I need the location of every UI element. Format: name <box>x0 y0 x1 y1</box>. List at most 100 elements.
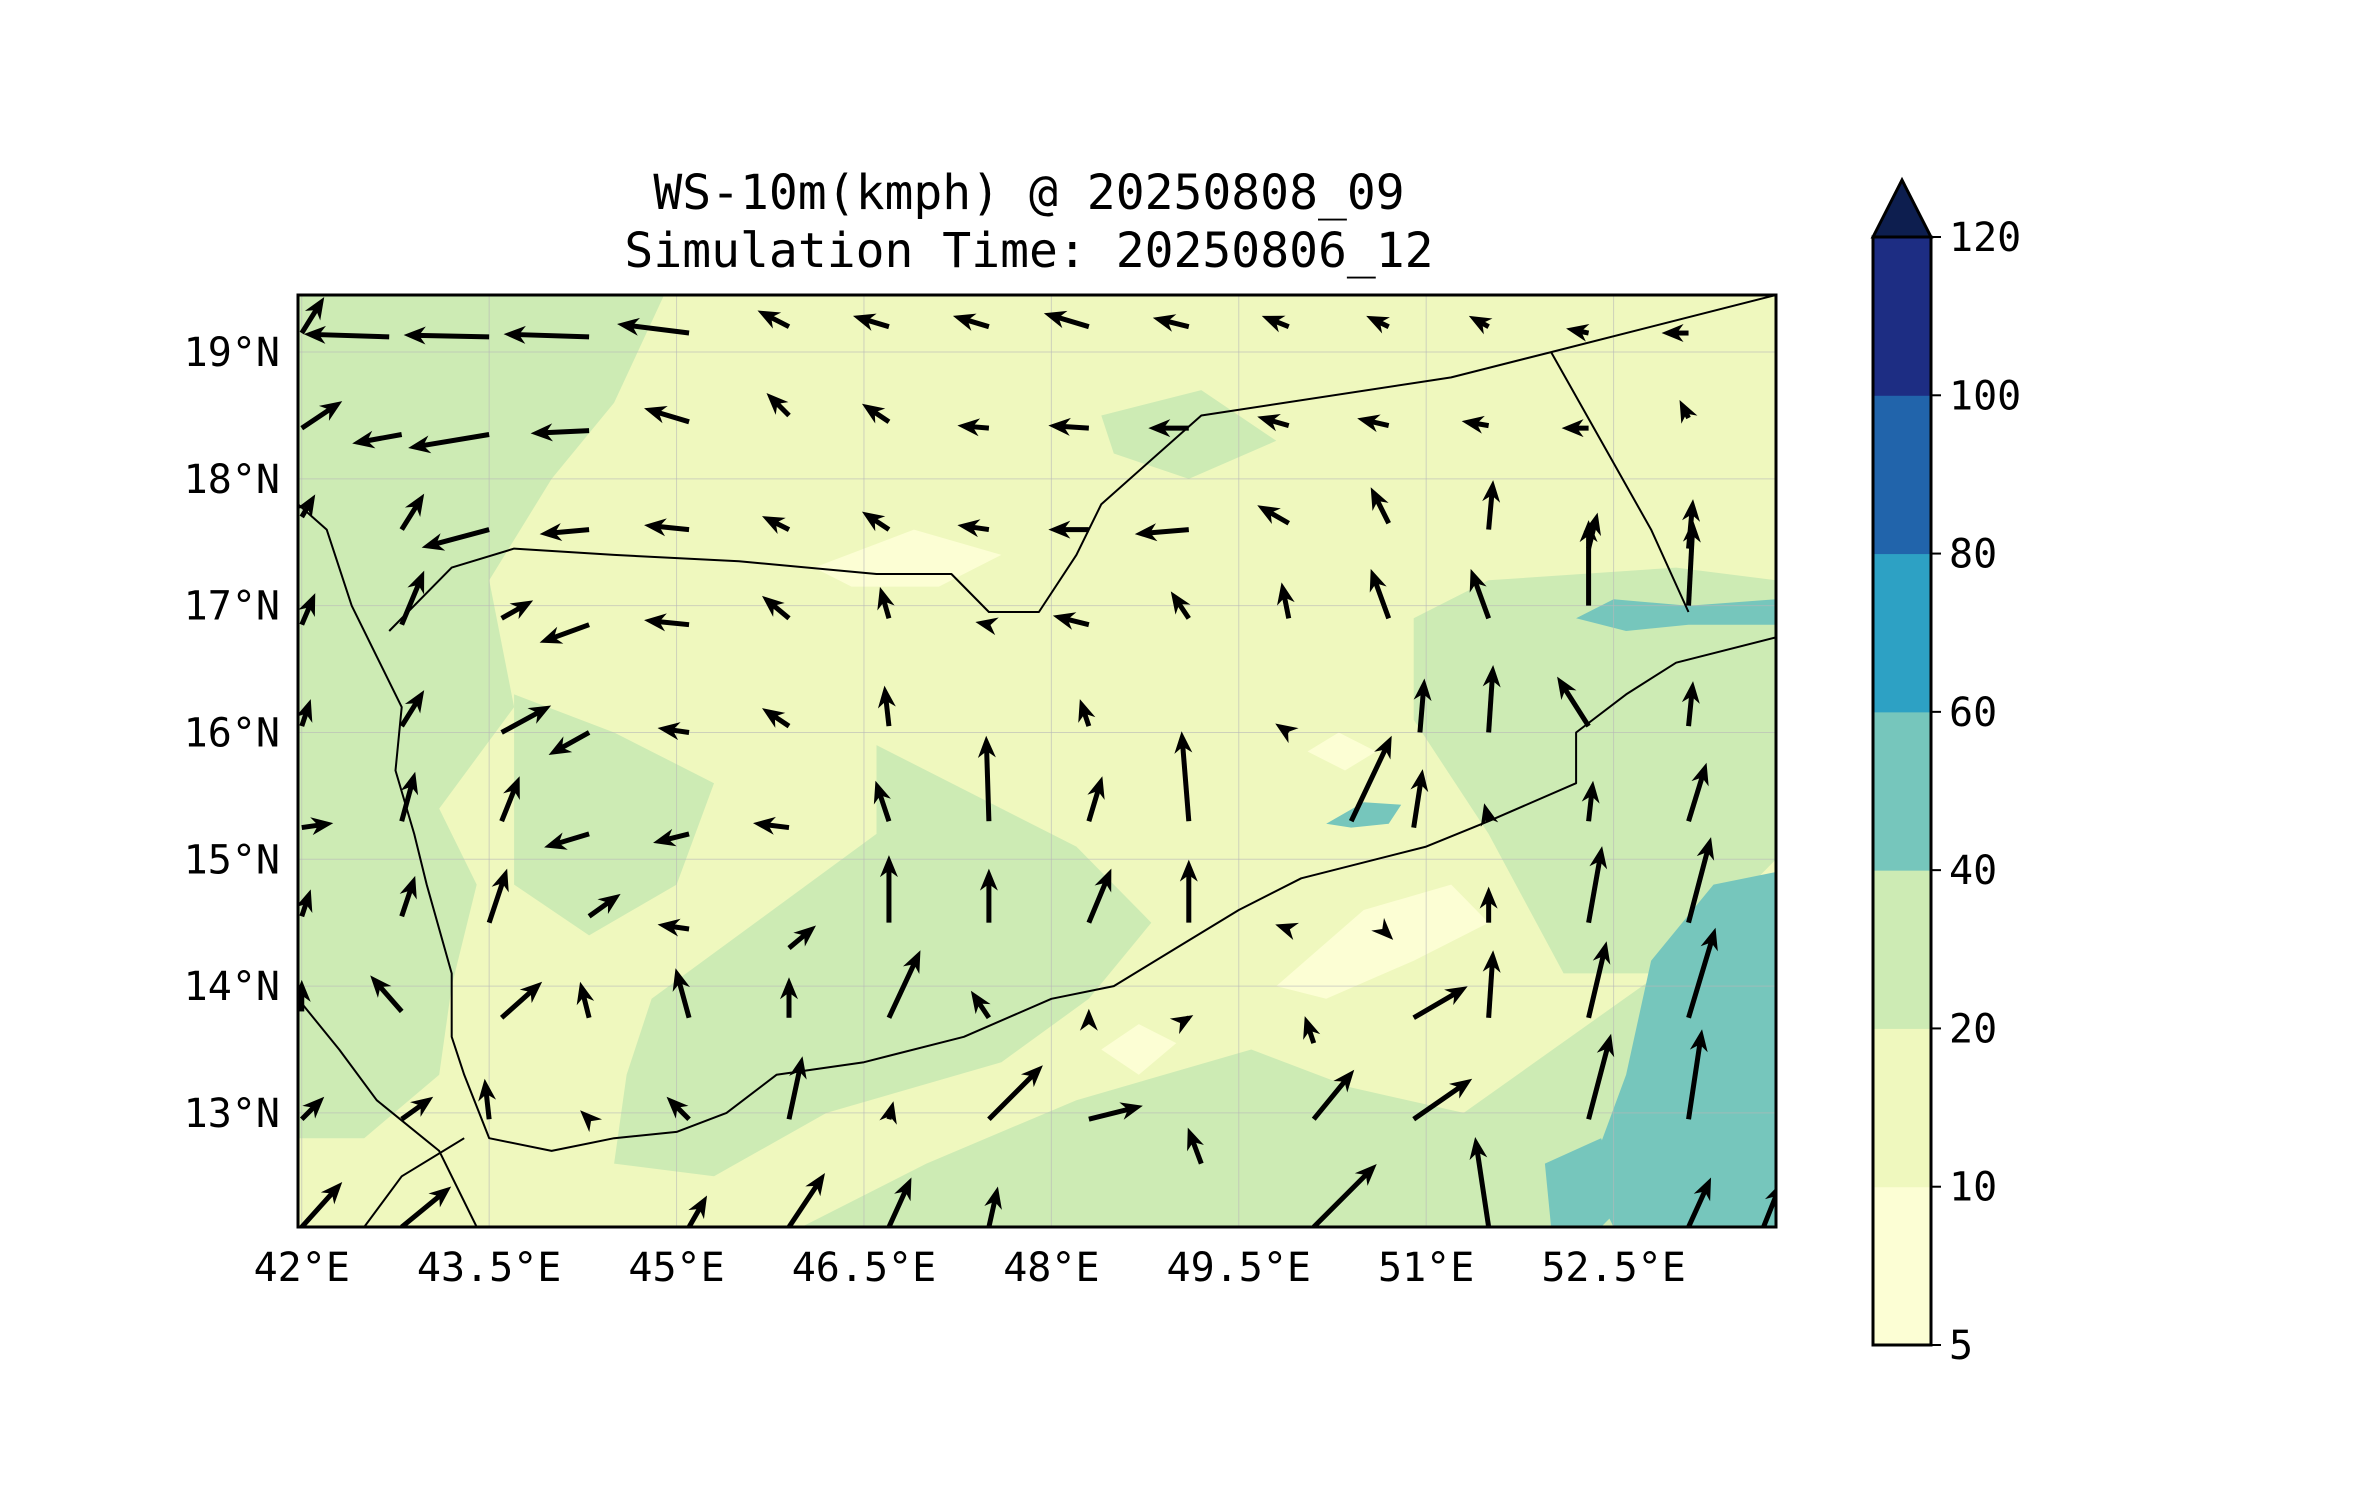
wind-arrow <box>421 527 490 551</box>
wind-arrow <box>1686 1177 1712 1227</box>
lat-tick-label: 15°N <box>184 837 280 883</box>
wind-arrow <box>1412 1078 1473 1122</box>
lat-tick-label: 18°N <box>184 457 280 503</box>
wind-arrow <box>1169 1015 1194 1035</box>
map-gridlines <box>298 295 1776 1227</box>
wind-arrow <box>1761 1187 1776 1227</box>
lon-tick-label: 43.5°E <box>417 1245 562 1291</box>
wind-arrow <box>399 875 417 918</box>
wind-arrow <box>1679 399 1698 424</box>
wind-arrow <box>1469 568 1491 620</box>
wind-arrow <box>1482 950 1501 1018</box>
wind-arrow <box>1275 723 1299 744</box>
wind-arrow <box>1586 1033 1615 1120</box>
wind-arrow <box>1682 499 1701 549</box>
contour-region-7 <box>1544 1138 1627 1227</box>
wind-arrow <box>762 516 791 534</box>
wind-arrow <box>530 423 590 442</box>
contour-region-1 <box>514 694 714 936</box>
wind-arrow <box>987 1065 1043 1121</box>
contour-region-8 <box>1576 599 1776 631</box>
wind-arrow <box>298 494 316 519</box>
wind-arrow <box>299 1182 343 1227</box>
contour-region-0 <box>298 295 665 1139</box>
colorbar: 5 10 20 40 60 80 100 120 <box>1870 176 2021 1369</box>
wind-arrow <box>657 722 690 740</box>
map-title-line-2: Simulation Time: 20250806_12 <box>624 223 1433 279</box>
wind-arrow <box>666 1096 691 1121</box>
colorbar-tick-label: 60 <box>1949 690 1997 736</box>
wind-arrow <box>861 403 891 424</box>
colorbar-segment <box>1873 1186 1931 1346</box>
wind-arrow <box>1303 1016 1321 1044</box>
colorbar-frame <box>1871 235 1933 1347</box>
colorbar-tick-label: 10 <box>1949 1165 1997 1211</box>
lon-tick-label: 48°E <box>1003 1245 1099 1291</box>
wind-arrow <box>576 981 595 1019</box>
colorbar-segment <box>1873 711 1931 871</box>
wind-arrow <box>1686 837 1715 924</box>
wind-arrow <box>762 708 791 729</box>
colorbar-segment <box>1873 553 1931 713</box>
contour-region-12 <box>1307 732 1377 771</box>
wind-arrow <box>786 1173 826 1227</box>
wind-arrow <box>1661 324 1689 343</box>
wind-arrow <box>672 968 692 1019</box>
contour-region-3 <box>1413 567 1776 974</box>
contour-region-4 <box>801 935 1776 1227</box>
wind-arrow <box>1681 681 1700 727</box>
wind-arrow <box>500 600 534 621</box>
border-1 <box>388 295 1776 632</box>
coastline-3 <box>298 998 478 1227</box>
wind-arrow <box>787 925 817 950</box>
wind-arrow <box>766 392 791 418</box>
wind-arrow <box>762 595 791 621</box>
wind-arrow <box>1257 505 1290 526</box>
wind-arrow <box>873 780 892 823</box>
wind-arrow <box>952 313 990 331</box>
wind-arrow <box>1348 735 1392 823</box>
contour-region-5 <box>1101 390 1277 479</box>
lat-tick-label: 13°N <box>184 1091 280 1137</box>
lat-tick-label: 19°N <box>184 330 280 376</box>
wind-arrow <box>644 613 690 632</box>
map-title-line-1: WS-10m(kmph) @ 20250808_09 <box>653 165 1404 221</box>
wind-arrow <box>957 519 990 538</box>
wind-arrow <box>1461 415 1490 434</box>
wind-arrow <box>299 1096 325 1121</box>
contour-region-11 <box>1101 1024 1177 1075</box>
wind-arrow <box>1583 512 1601 550</box>
wind-arrow <box>970 990 991 1020</box>
wind-arrow <box>1275 922 1299 941</box>
wind-arrow <box>1412 986 1468 1020</box>
wind-arrow <box>657 918 690 937</box>
colorbar-tick-label: 20 <box>1949 1006 1997 1052</box>
wind-arrow <box>1413 678 1432 733</box>
wind-arrow <box>1586 846 1608 924</box>
wind-arrow <box>852 313 890 331</box>
longitude-axis: 42°E 43.5°E 45°E 46.5°E 48°E 49.5°E 51°E 52.5°E <box>254 1245 1686 1291</box>
wind-arrow <box>1686 762 1709 822</box>
wind-arrow <box>298 593 316 626</box>
wind-arrow <box>499 981 543 1020</box>
wind-arrow <box>1482 664 1501 733</box>
wind-arrow <box>1048 520 1089 539</box>
map-frame <box>296 293 1778 1229</box>
wind-arrow <box>1370 487 1391 525</box>
wind-arrow <box>1179 859 1198 923</box>
wind-arrow <box>1187 1127 1204 1165</box>
wind-arrow <box>1152 314 1190 332</box>
wind-arrow <box>653 828 690 847</box>
colorbar-tick-label: 120 <box>1949 215 2021 261</box>
wind-arrow <box>1369 568 1392 620</box>
wind-arrow <box>301 817 334 836</box>
lon-tick-label: 51°E <box>1378 1245 1474 1291</box>
wind-arrow <box>1088 1102 1143 1122</box>
lat-tick-label: 17°N <box>184 584 280 630</box>
colorbar-segment <box>1873 870 1931 1029</box>
wind-arrow <box>1468 315 1493 335</box>
wind-arrow <box>403 326 490 345</box>
wind-arrow <box>1480 803 1499 827</box>
wind-arrow <box>544 831 590 850</box>
